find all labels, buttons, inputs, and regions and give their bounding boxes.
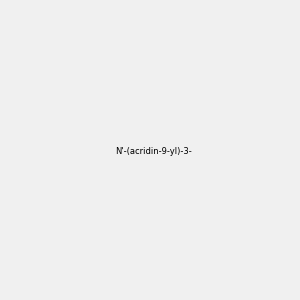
Text: N'-(acridin-9-yl)-3-: N'-(acridin-9-yl)-3- bbox=[116, 147, 192, 156]
